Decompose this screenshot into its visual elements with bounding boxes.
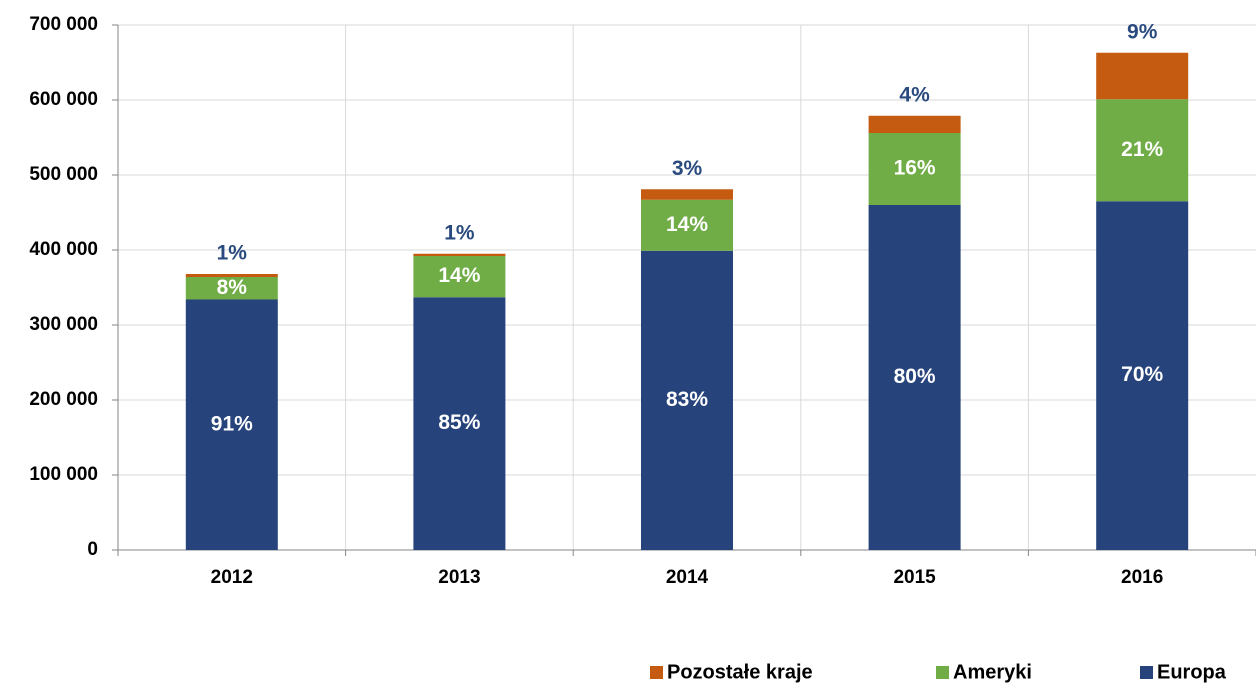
bar-segment [413, 297, 506, 550]
bar-segment [868, 205, 961, 550]
bar-segment [1096, 52, 1189, 100]
legend-swatch [650, 666, 663, 679]
legend-swatch [1140, 666, 1153, 679]
y-tick-label: 200 000 [29, 389, 98, 410]
y-tick-label: 700 000 [29, 14, 98, 35]
share-label: 91% [211, 412, 253, 435]
bar-segment [413, 253, 506, 256]
share-label: 1% [444, 221, 475, 244]
legend-label: Pozostałe kraje [667, 661, 813, 683]
share-label: 16% [894, 157, 936, 180]
y-tick-label: 500 000 [29, 164, 98, 185]
share-label: 70% [1121, 363, 1163, 386]
share-label: 83% [666, 388, 708, 411]
bar-segment [413, 256, 506, 298]
share-label: 21% [1121, 138, 1163, 161]
bar-segment [641, 199, 733, 251]
bar-segment [1096, 99, 1189, 202]
bar-segment [185, 299, 278, 550]
share-label: 85% [438, 411, 480, 434]
bar-segment [868, 115, 961, 133]
x-tick-label: 2013 [438, 567, 480, 588]
share-label: 1% [217, 242, 248, 265]
share-label: 9% [1127, 20, 1158, 43]
y-tick-label: 600 000 [29, 89, 98, 110]
share-label: 8% [217, 276, 248, 299]
share-label: 80% [894, 365, 936, 388]
share-label: 3% [672, 157, 703, 180]
share-label: 14% [438, 264, 480, 287]
bar-segment [185, 277, 278, 300]
y-tick-label: 300 000 [29, 314, 98, 335]
x-tick-label: 2012 [211, 567, 253, 588]
legend-label: Europa [1157, 661, 1227, 683]
share-label: 14% [666, 213, 708, 236]
y-tick-label: 100 000 [29, 464, 98, 485]
share-label: 4% [899, 83, 930, 106]
x-tick-label: 2016 [1121, 567, 1163, 588]
legend-swatch [936, 666, 949, 679]
y-tick-label: 400 000 [29, 239, 98, 260]
x-tick-label: 2015 [893, 567, 936, 588]
legend-label: Ameryki [953, 661, 1032, 683]
bar-segment [185, 274, 278, 277]
x-tick-label: 2014 [666, 567, 709, 588]
bar-segment [1096, 201, 1189, 550]
bar-segment [868, 133, 961, 205]
bar-segment [641, 189, 733, 200]
y-tick-label: 0 [87, 539, 98, 560]
bar-segment [641, 250, 733, 550]
